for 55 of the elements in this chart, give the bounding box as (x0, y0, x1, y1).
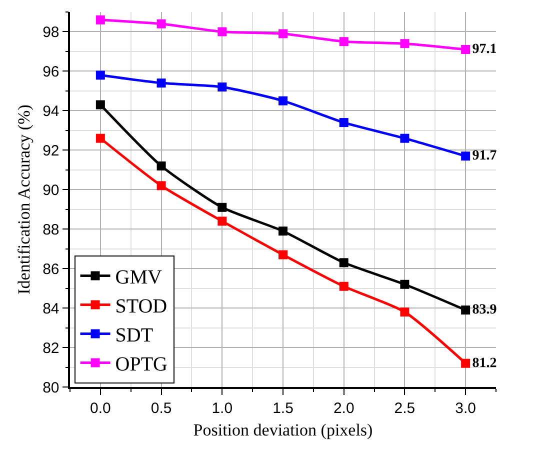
y-tick-label: 96 (42, 63, 60, 80)
y-tick-label: 88 (42, 221, 60, 238)
point (339, 118, 348, 128)
point (461, 45, 470, 54)
point (96, 15, 105, 24)
point (156, 19, 166, 28)
x-tick-label: 0.0 (90, 400, 111, 417)
x-tick-label: 1.5 (272, 400, 294, 417)
point (96, 70, 105, 80)
data-label: 97.1 (472, 42, 497, 57)
point (278, 29, 288, 38)
legend-label: GMV (115, 266, 162, 289)
point (339, 258, 348, 268)
x-axis-title: Position deviation (pixels) (193, 420, 373, 440)
point (218, 216, 227, 226)
data-label: 91.7 (472, 148, 497, 164)
point (218, 82, 227, 92)
point (461, 152, 470, 161)
x-tick-label: 2.5 (394, 400, 416, 417)
point (461, 306, 470, 315)
point (400, 39, 410, 48)
legend-label: OPTG (115, 354, 168, 376)
point (278, 250, 288, 260)
data-label: 81.2 (472, 356, 497, 371)
point (278, 226, 288, 236)
point (278, 96, 288, 106)
y-tick-label: 82 (42, 340, 60, 357)
legend-label: STOD (115, 296, 168, 318)
point (339, 37, 348, 46)
point (156, 161, 166, 170)
point (461, 358, 470, 368)
y-tick-label: 86 (42, 260, 60, 278)
point (96, 134, 105, 143)
x-tick-label: 3.0 (455, 400, 476, 417)
x-tick-label: 2.0 (333, 400, 354, 417)
point (156, 78, 166, 88)
point (96, 100, 105, 110)
x-tick-label: 1.0 (212, 400, 233, 417)
y-tick-label: 98 (42, 24, 60, 41)
y-tick-label: 92 (42, 142, 60, 160)
point (400, 134, 410, 143)
y-tick-label: 90 (42, 182, 60, 199)
y-tick-label: 80 (42, 379, 60, 396)
legend-label: SDT (115, 324, 154, 347)
x-tick-label: 0.5 (150, 400, 172, 417)
point (400, 280, 410, 289)
y-tick-label: 84 (42, 300, 60, 318)
point (339, 282, 348, 291)
point (400, 308, 410, 316)
data-label: 83.9 (472, 302, 497, 318)
y-axis-title: Identification Accuracy (%) (14, 104, 34, 294)
point (156, 181, 166, 190)
point (218, 202, 227, 212)
point (218, 27, 227, 36)
y-tick-label: 94 (42, 102, 60, 120)
